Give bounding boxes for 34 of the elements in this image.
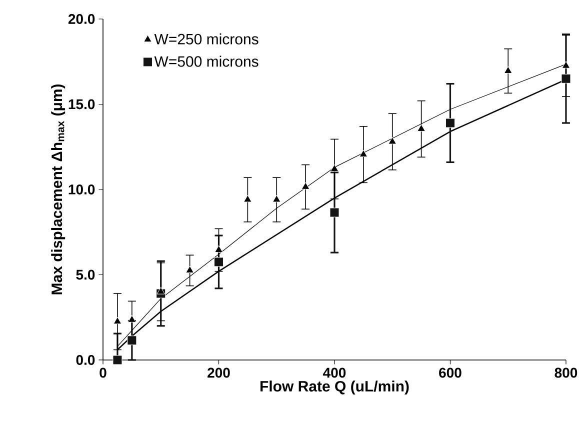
point [417,124,426,132]
point [127,336,137,346]
x-axis-title: Flow Rate Q (uL/min) [260,380,409,395]
x-tick-label: 400 [323,368,346,378]
point [272,194,281,202]
point [214,257,224,267]
point [330,164,339,172]
point [359,150,368,158]
y-tick-label: 0.0 [76,355,95,365]
point [186,266,194,273]
y-tick-label: 5.0 [76,270,95,280]
x-tick-label: 0 [100,368,106,378]
point [330,208,340,218]
point [561,74,571,84]
point [244,194,252,202]
point [156,287,166,294]
y-tick-label: 10.0 [68,184,95,194]
point [128,315,136,322]
point [214,245,223,253]
point [113,316,122,324]
y-axis-title: Max displacement Δh$_{max}$ (μm) [51,84,66,294]
x-tick-label: 200 [208,368,230,378]
legend-label: W=250 microns [154,33,258,44]
y-tick-label: 20.0 [68,14,95,24]
x-tick-label: 600 [439,368,462,378]
point [301,182,310,190]
point [388,137,397,144]
point [445,118,455,128]
point [562,61,570,68]
legend-label: W=500 microns [154,56,258,67]
y-tick-label: 15.0 [68,99,95,110]
point [112,355,122,365]
point [504,66,512,74]
x-tick-label: 800 [554,368,578,378]
